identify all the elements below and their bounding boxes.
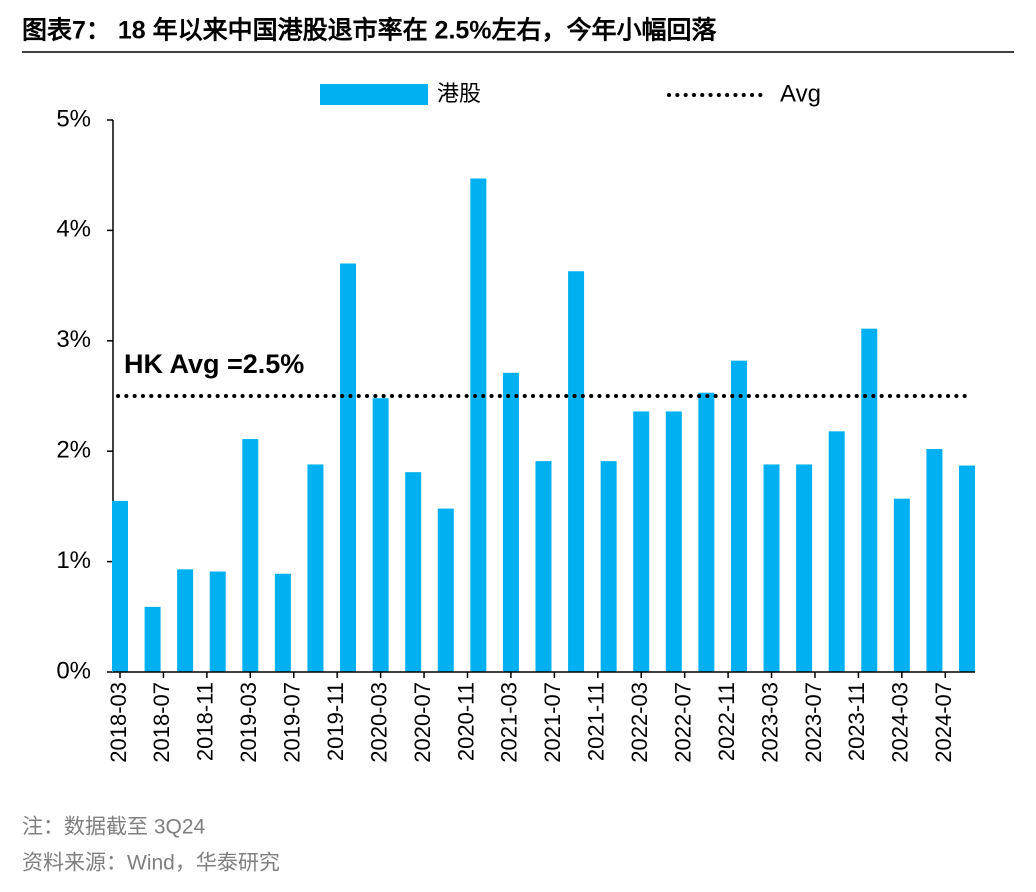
bar xyxy=(893,498,910,672)
x-tick-label: 2023-11 xyxy=(844,682,869,761)
bar xyxy=(633,411,650,672)
x-tick-label: 2019-07 xyxy=(280,682,305,763)
bar xyxy=(274,573,291,672)
x-tick-label: 2022-03 xyxy=(627,682,652,763)
bar xyxy=(763,464,780,672)
x-tick-label: 2020-07 xyxy=(410,682,435,763)
bar xyxy=(698,392,715,672)
legend-label: 港股 xyxy=(437,81,481,106)
bar xyxy=(730,360,747,672)
x-tick-label: 2022-07 xyxy=(670,682,695,763)
bar xyxy=(861,328,878,672)
bar xyxy=(535,461,552,672)
x-tick-label: 2021-07 xyxy=(540,682,565,763)
x-tick-label: 2021-11 xyxy=(584,682,609,761)
y-tick-label: 5% xyxy=(56,105,91,132)
bar xyxy=(796,464,813,672)
x-tick-label: 2019-11 xyxy=(323,682,348,761)
average-label: HK Avg =2.5% xyxy=(124,349,304,379)
bar xyxy=(828,431,845,672)
bar xyxy=(144,606,161,672)
bar xyxy=(470,178,487,672)
bar xyxy=(568,271,585,672)
x-tick-label: 2020-03 xyxy=(366,682,391,763)
legend-swatch xyxy=(320,84,428,105)
x-tick-label: 2024-03 xyxy=(888,682,913,763)
chart-title: 图表7： 18 年以来中国港股退市率在 2.5%左右，今年小幅回落 xyxy=(22,16,718,45)
x-tick-label: 2018-07 xyxy=(149,682,174,763)
x-tick-label: 2021-03 xyxy=(497,682,522,763)
bar xyxy=(177,569,194,672)
x-tick-label: 2020-11 xyxy=(453,682,478,761)
y-tick-label: 0% xyxy=(56,657,91,684)
bar xyxy=(959,465,975,672)
bar xyxy=(307,464,324,672)
bar xyxy=(209,571,226,672)
x-tick-label: 2024-07 xyxy=(931,682,956,763)
x-tick-label: 2019-03 xyxy=(236,682,261,763)
note: 注：数据截至 3Q24 xyxy=(22,816,206,839)
bar xyxy=(372,398,389,672)
bar xyxy=(112,500,128,672)
legend-label: Avg xyxy=(780,80,821,107)
bar xyxy=(665,411,682,672)
y-tick-label: 1% xyxy=(56,547,91,574)
bar xyxy=(437,508,454,672)
source: 资料来源：Wind，华泰研究 xyxy=(22,852,280,875)
bar xyxy=(340,263,357,672)
bar xyxy=(405,472,422,672)
x-tick-label: 2018-11 xyxy=(193,682,218,761)
bar xyxy=(502,372,519,672)
y-tick-label: 3% xyxy=(56,326,91,353)
bar xyxy=(926,448,943,672)
bar xyxy=(600,461,617,672)
bar xyxy=(242,439,259,672)
x-tick-label: 2023-07 xyxy=(801,682,826,763)
y-tick-label: 2% xyxy=(56,437,91,464)
x-tick-label: 2018-03 xyxy=(106,682,131,763)
y-tick-label: 4% xyxy=(56,216,91,243)
x-tick-label: 2023-03 xyxy=(757,682,782,763)
x-tick-label: 2022-11 xyxy=(714,682,739,761)
